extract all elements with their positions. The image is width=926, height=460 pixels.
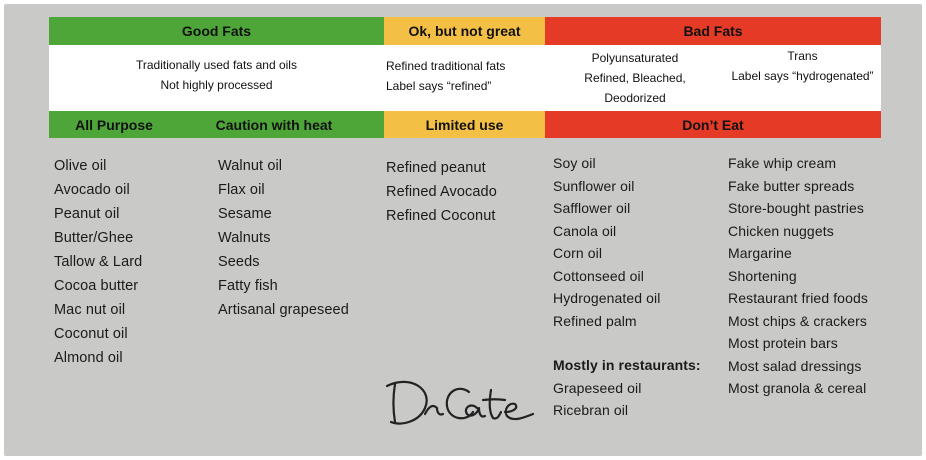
list-item: Ricebran oil — [553, 402, 629, 418]
list-item: Refined Avocado — [386, 184, 497, 200]
list-item: Olive oil — [54, 158, 107, 174]
list-item: Flax oil — [218, 182, 265, 198]
list-item: Walnuts — [218, 230, 271, 246]
list-item: Avocado oil — [54, 182, 130, 198]
good-fats-description: Traditionally used fats and oils Not hig… — [49, 55, 384, 95]
list-item: Cottonseed oil — [553, 267, 644, 284]
restaurant-oils-list: Mostly in restaurants: Grapeseed oil Ric… — [553, 354, 701, 422]
signature-icon — [385, 380, 535, 425]
list-item: Fake whip cream — [728, 155, 837, 171]
list-item: Chicken nuggets — [728, 222, 834, 239]
dont-eat-oils-list: Soy oil Sunflower oil Safflower oil Cano… — [553, 152, 660, 332]
list-item: Artisanal grapeseed — [218, 302, 349, 318]
caution-heat-list: Walnut oil Flax oil Sesame Walnuts Seeds… — [218, 154, 349, 322]
bad-fats-header: Bad Fats — [545, 17, 881, 45]
list-item: Cocoa butter — [54, 278, 139, 294]
use-subheader-band — [49, 111, 384, 138]
list-item: Sunflower oil — [553, 177, 635, 194]
list-item: Margarine — [728, 245, 792, 261]
list-item: Most granola & cereal — [728, 380, 867, 396]
list-item: Almond oil — [54, 350, 123, 366]
list-item: Canola oil — [553, 222, 617, 239]
list-item: Walnut oil — [218, 158, 283, 174]
list-item: Shortening — [728, 267, 797, 284]
list-item: Refined Coconut — [386, 208, 496, 224]
list-item: Peanut oil — [54, 206, 120, 222]
list-item: Safflower oil — [553, 200, 631, 216]
restaurants-heading: Mostly in restaurants: — [553, 357, 701, 373]
description-line: Label says “hydrogenated” — [731, 69, 874, 83]
list-item: Grapeseed oil — [553, 379, 642, 396]
ok-description: Refined traditional fats Label says “ref… — [386, 56, 546, 96]
list-item: Tallow & Lard — [54, 254, 143, 270]
list-item: Fake butter spreads — [728, 177, 855, 194]
limited-use-list: Refined peanut Refined Avocado Refined C… — [386, 156, 497, 228]
caution-heat-header: Caution with heat — [215, 116, 333, 133]
list-item: Refined peanut — [386, 160, 486, 176]
list-item: Fatty fish — [218, 278, 278, 294]
good-fats-header: Good Fats — [49, 17, 384, 45]
dont-eat-foods-list: Fake whip cream Fake butter spreads Stor… — [728, 152, 868, 400]
list-item: Most salad dressings — [728, 357, 862, 374]
list-item: Sesame — [218, 206, 272, 222]
description-line: Deodorized — [604, 91, 666, 105]
all-purpose-header: All Purpose — [75, 116, 153, 133]
description-line: Refined, Bleached, — [584, 71, 686, 85]
all-purpose-list: Olive oil Avocado oil Peanut oil Butter/… — [54, 154, 142, 370]
polyunsaturated-description: Polyunsaturated Refined, Bleached, Deodo… — [570, 48, 700, 108]
description-strip — [49, 45, 881, 111]
description-line: Label says “refined” — [386, 79, 492, 93]
list-item: Hydrogenated oil — [553, 290, 661, 306]
list-item: Seeds — [218, 254, 260, 270]
list-item: Corn oil — [553, 245, 603, 261]
list-item: Restaurant fried foods — [728, 290, 868, 306]
list-item: Store-bought pastries — [728, 200, 864, 216]
trans-description: Trans Label says “hydrogenated” — [724, 46, 881, 86]
list-item: Mac nut oil — [54, 302, 126, 318]
description-line: Refined traditional fats — [386, 59, 506, 73]
dont-eat-header: Don’t Eat — [545, 111, 881, 138]
list-item: Most chips & crackers — [728, 312, 868, 329]
list-item: Butter/Ghee — [54, 230, 134, 246]
description-line: Not highly processed — [160, 78, 273, 92]
description-line: Traditionally used fats and oils — [136, 58, 297, 72]
description-line: Trans — [787, 49, 818, 63]
list-item: Refined palm — [553, 312, 637, 329]
list-item: Coconut oil — [54, 326, 128, 342]
description-line: Polyunsaturated — [591, 51, 679, 65]
list-item: Most protein bars — [728, 335, 838, 351]
limited-use-header: Limited use — [384, 111, 545, 138]
ok-not-great-header: Ok, but not great — [384, 17, 545, 45]
list-item: Soy oil — [553, 155, 596, 171]
